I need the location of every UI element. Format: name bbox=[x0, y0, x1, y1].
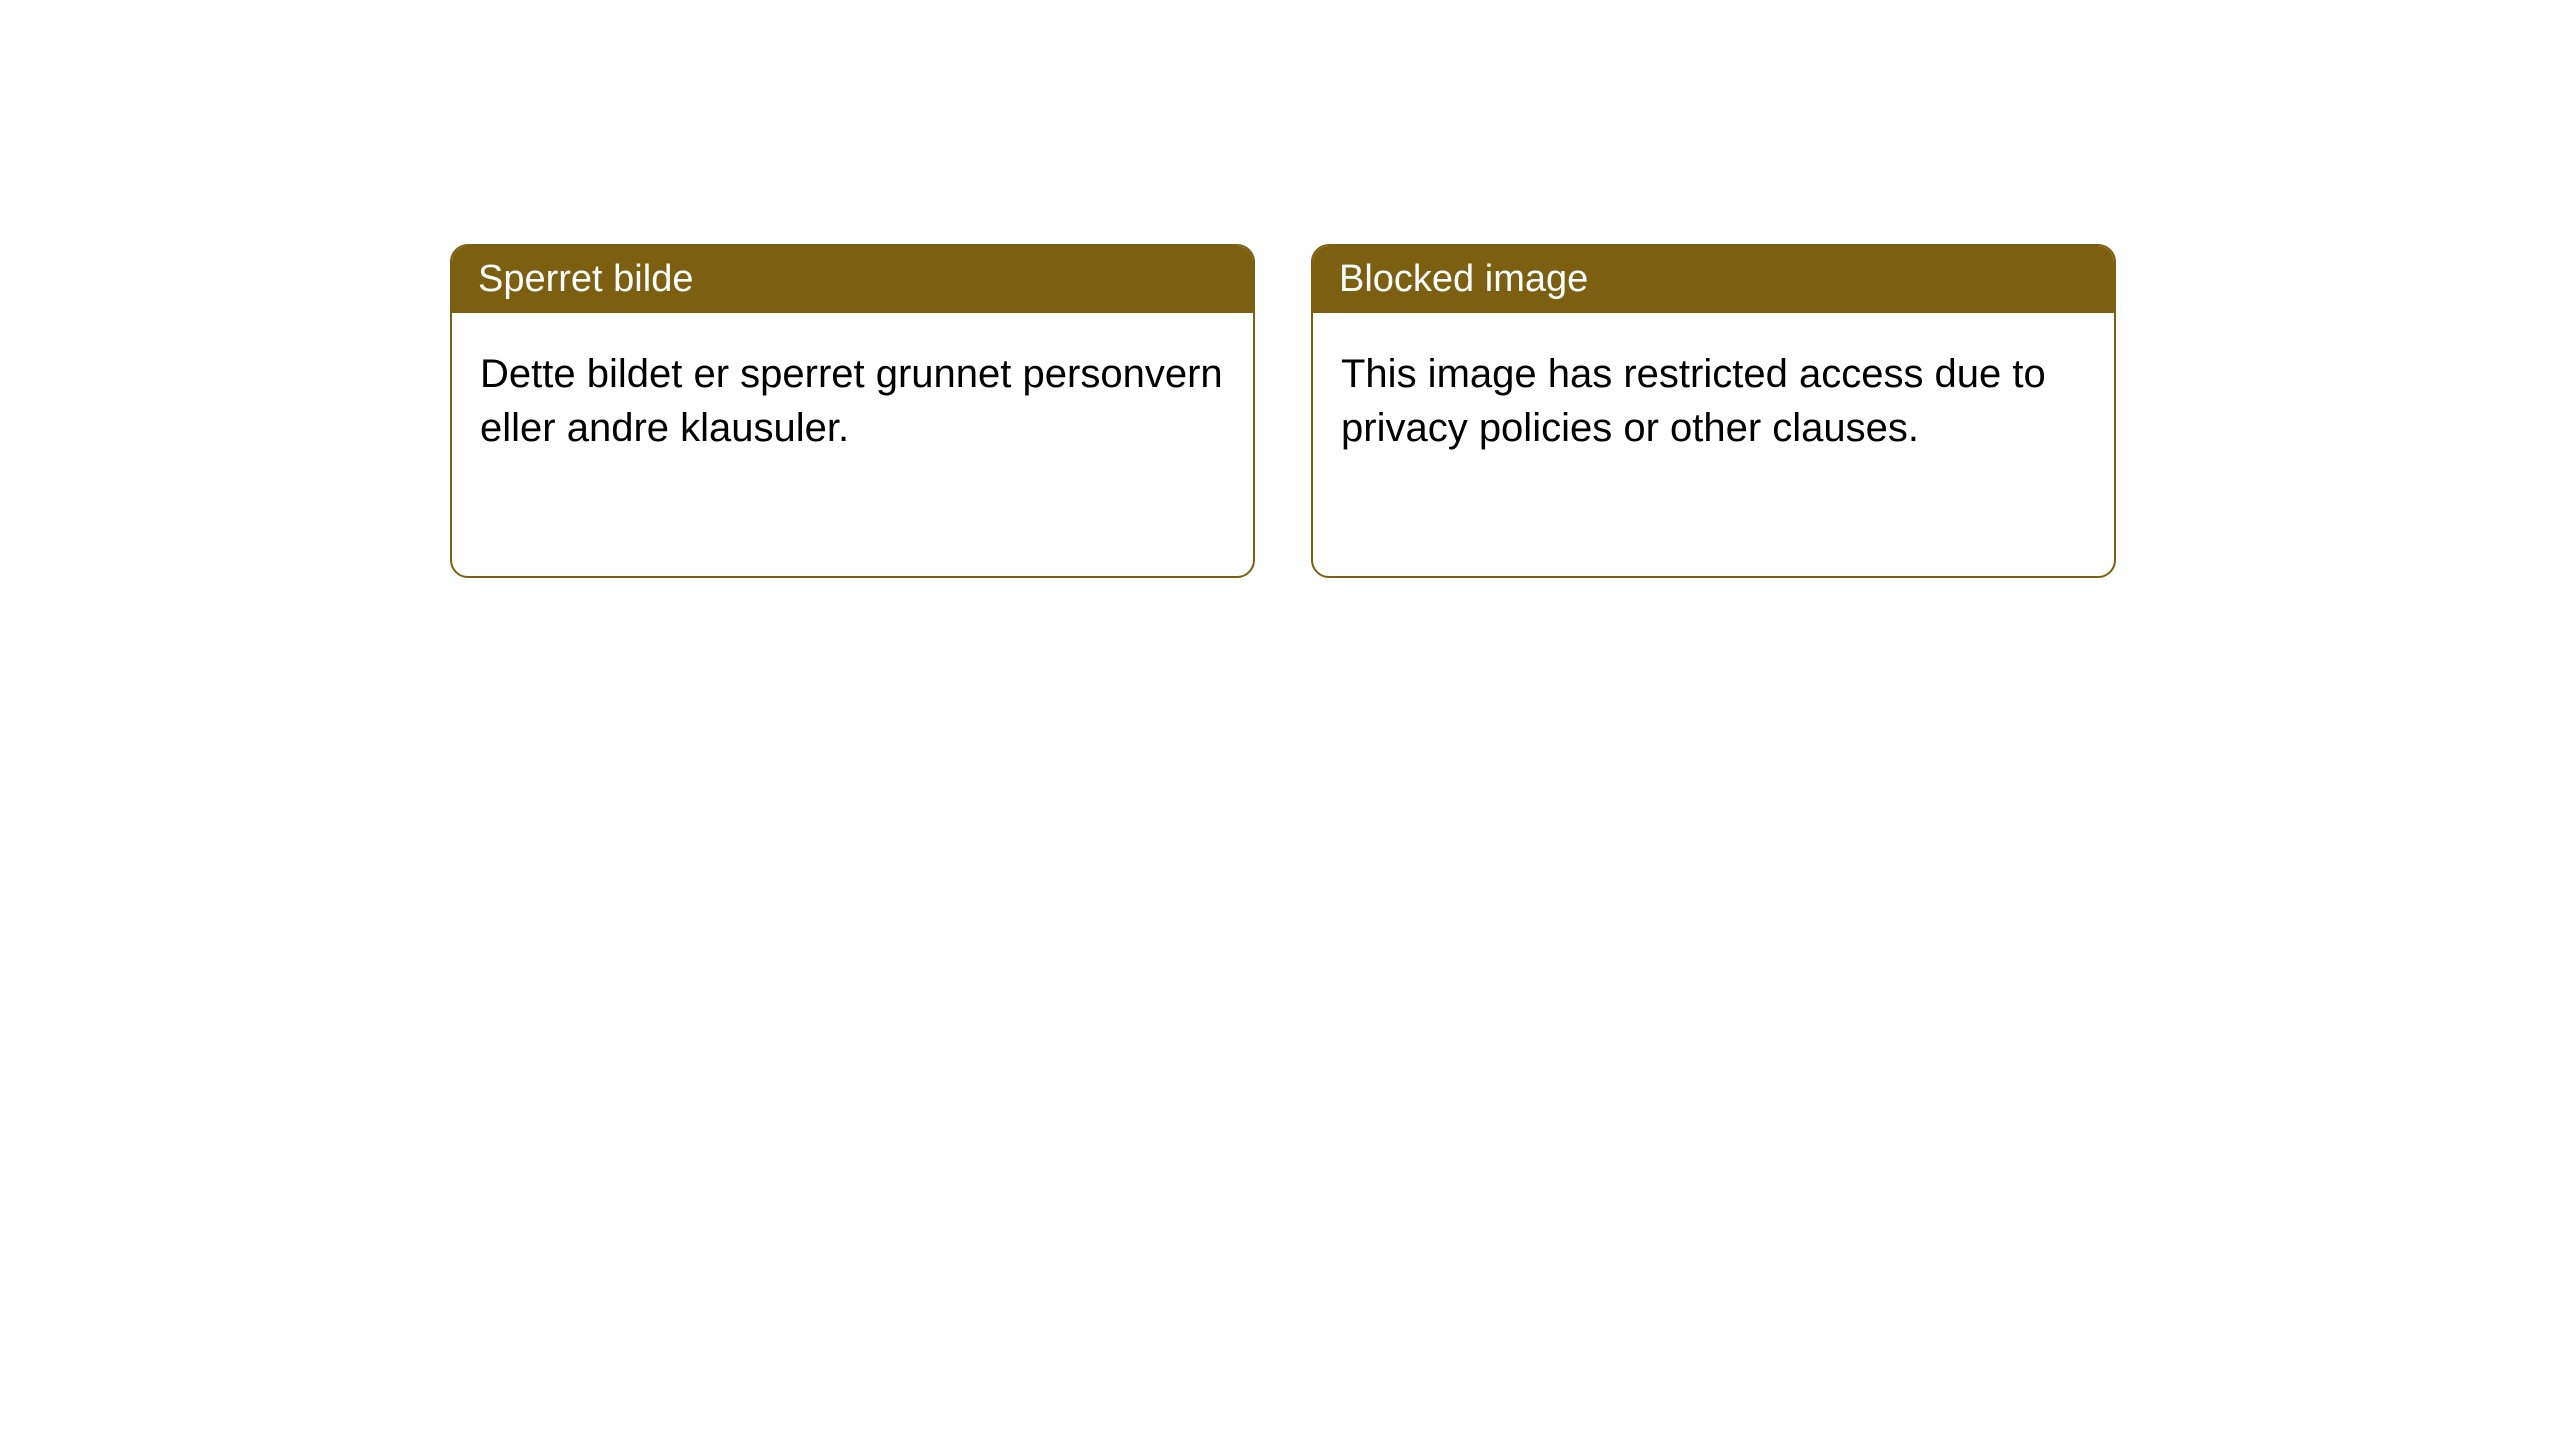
notice-cards-container: Sperret bilde Dette bildet er sperret gr… bbox=[450, 244, 2116, 578]
card-title: Sperret bilde bbox=[478, 258, 693, 300]
card-header: Sperret bilde bbox=[452, 246, 1253, 313]
card-body-text: This image has restricted access due to … bbox=[1341, 352, 2046, 450]
card-body: This image has restricted access due to … bbox=[1313, 313, 2114, 489]
card-body: Dette bildet er sperret grunnet personve… bbox=[452, 313, 1253, 489]
card-header: Blocked image bbox=[1313, 246, 2114, 313]
card-title: Blocked image bbox=[1339, 258, 1588, 300]
card-body-text: Dette bildet er sperret grunnet personve… bbox=[480, 352, 1223, 450]
notice-card-norwegian: Sperret bilde Dette bildet er sperret gr… bbox=[450, 244, 1255, 578]
notice-card-english: Blocked image This image has restricted … bbox=[1311, 244, 2116, 578]
